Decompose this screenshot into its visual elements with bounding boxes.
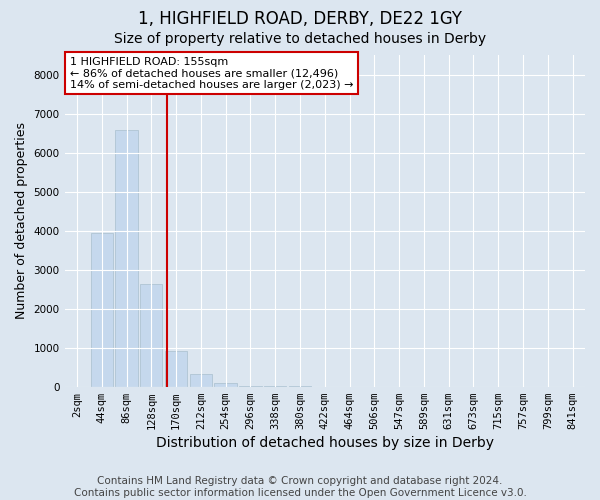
Text: 1, HIGHFIELD ROAD, DERBY, DE22 1GY: 1, HIGHFIELD ROAD, DERBY, DE22 1GY bbox=[138, 10, 462, 28]
Bar bbox=[115, 130, 137, 386]
Bar bbox=[190, 374, 212, 386]
Bar bbox=[140, 284, 163, 386]
X-axis label: Distribution of detached houses by size in Derby: Distribution of detached houses by size … bbox=[156, 436, 494, 450]
Text: Contains HM Land Registry data © Crown copyright and database right 2024.
Contai: Contains HM Land Registry data © Crown c… bbox=[74, 476, 526, 498]
Bar bbox=[91, 232, 113, 386]
Y-axis label: Number of detached properties: Number of detached properties bbox=[15, 122, 28, 320]
Bar bbox=[165, 351, 187, 386]
Bar bbox=[214, 383, 237, 386]
Text: 1 HIGHFIELD ROAD: 155sqm
← 86% of detached houses are smaller (12,496)
14% of se: 1 HIGHFIELD ROAD: 155sqm ← 86% of detach… bbox=[70, 56, 353, 90]
Text: Size of property relative to detached houses in Derby: Size of property relative to detached ho… bbox=[114, 32, 486, 46]
